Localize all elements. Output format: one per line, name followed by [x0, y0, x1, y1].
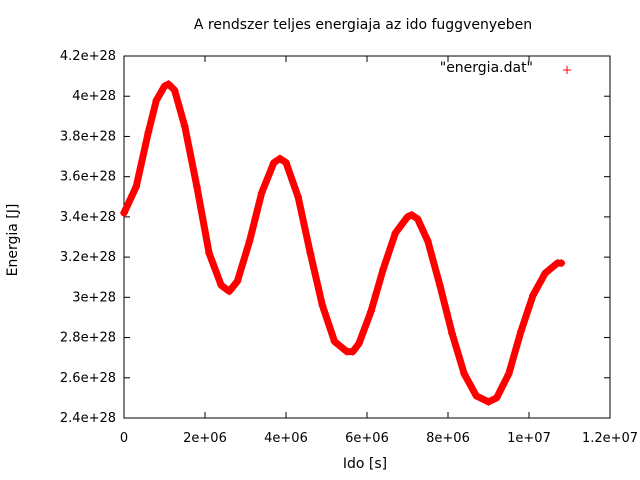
- y-tick-label: 3.4e+28: [60, 210, 116, 225]
- data-point: [205, 249, 214, 258]
- data-point: [180, 122, 189, 131]
- x-tick-label: 1e+07: [507, 431, 551, 446]
- y-axis-label-wrap: Energia [J]: [5, 204, 21, 277]
- x-tick-label: 2e+06: [183, 431, 227, 446]
- data-point: [407, 210, 416, 219]
- y-tick-label: 2.4e+28: [60, 411, 116, 426]
- data-point: [423, 237, 432, 246]
- x-tick-label: 6e+06: [345, 431, 389, 446]
- data-point: [269, 158, 278, 167]
- legend-marker: [563, 66, 571, 74]
- data-point: [120, 208, 128, 217]
- data-point: [541, 269, 550, 278]
- data-point: [367, 307, 376, 316]
- x-tick-label: 8e+06: [426, 431, 470, 446]
- axis-ticks: 2.4e+28 2.6e+28 2.8e+28 3e+28 3.2e+28 3.4e+28…: [60, 49, 638, 446]
- data-point: [192, 182, 201, 191]
- y-tick-label: 3.2e+28: [60, 250, 116, 265]
- y-tick-label: 2.8e+28: [60, 331, 116, 346]
- y-axis-label: Energia [J]: [5, 203, 21, 277]
- data-point: [557, 259, 566, 268]
- data-point: [348, 347, 357, 356]
- data-point: [391, 228, 400, 237]
- legend-plus-marker: [563, 66, 571, 74]
- y-tick-label: 3.8e+28: [60, 129, 116, 144]
- data-point: [448, 329, 457, 338]
- data-series: [120, 80, 566, 406]
- data-point: [164, 80, 173, 89]
- energy-series-line: [120, 80, 565, 406]
- data-point: [152, 96, 161, 105]
- x-axis-label: Ido [s]: [342, 456, 388, 472]
- y-tick-label: 4.2e+28: [60, 49, 116, 64]
- data-point: [306, 249, 315, 258]
- data-point: [413, 214, 422, 223]
- data-point: [435, 281, 444, 290]
- data-point: [132, 182, 141, 191]
- data-point: [504, 369, 513, 378]
- x-tick-label: 4e+06: [264, 431, 308, 446]
- data-point: [529, 291, 538, 300]
- data-point: [245, 237, 254, 246]
- data-point: [379, 265, 388, 274]
- data-point: [275, 154, 284, 163]
- data-point: [225, 287, 234, 296]
- chart-title: A rendszer teljes energiaja az ido fuggv…: [193, 17, 533, 33]
- data-point: [160, 82, 169, 91]
- data-point: [403, 212, 412, 221]
- data-point: [282, 158, 290, 167]
- data-point: [257, 188, 266, 197]
- x-tick-label: 0: [120, 431, 128, 446]
- data-point: [170, 86, 179, 95]
- data-point: [492, 393, 501, 402]
- data-point: [516, 327, 525, 336]
- x-tick-label: 1.2e+07: [582, 431, 638, 446]
- data-point: [144, 128, 153, 137]
- data-point: [460, 369, 469, 378]
- data-point: [294, 192, 303, 201]
- data-point: [472, 391, 481, 400]
- y-tick-label: 2.6e+28: [60, 371, 116, 386]
- y-tick-label: 4e+28: [72, 89, 116, 104]
- y-tick-label: 3.6e+28: [60, 170, 116, 185]
- data-point: [217, 281, 226, 290]
- legend-label: "energia.dat": [439, 60, 533, 76]
- plot-frame: [123, 55, 611, 419]
- data-point: [484, 397, 493, 406]
- data-point: [330, 337, 339, 346]
- y-tick-label: 3e+28: [72, 290, 116, 305]
- data-point: [318, 301, 327, 310]
- data-point: [233, 277, 242, 286]
- data-point: [354, 339, 363, 348]
